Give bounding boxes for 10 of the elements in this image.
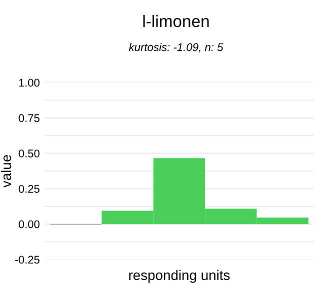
y-tick-label: 0.00 — [18, 220, 40, 228]
y-tick-label: -0.25 — [15, 256, 40, 264]
y-tick-label: 0.75 — [18, 114, 40, 122]
y-tick-label: 1.00 — [19, 78, 40, 87]
x-axis-title: responding units — [129, 270, 230, 283]
y-tick-label: 0.50 — [18, 150, 40, 158]
y-tick-label: 0.25 — [18, 184, 40, 193]
y-axis-title: value — [0, 155, 12, 188]
chart-subtitle: kurtosis: -1.09, n: 5 — [128, 42, 224, 52]
chart-title: l-limonen — [143, 14, 209, 28]
